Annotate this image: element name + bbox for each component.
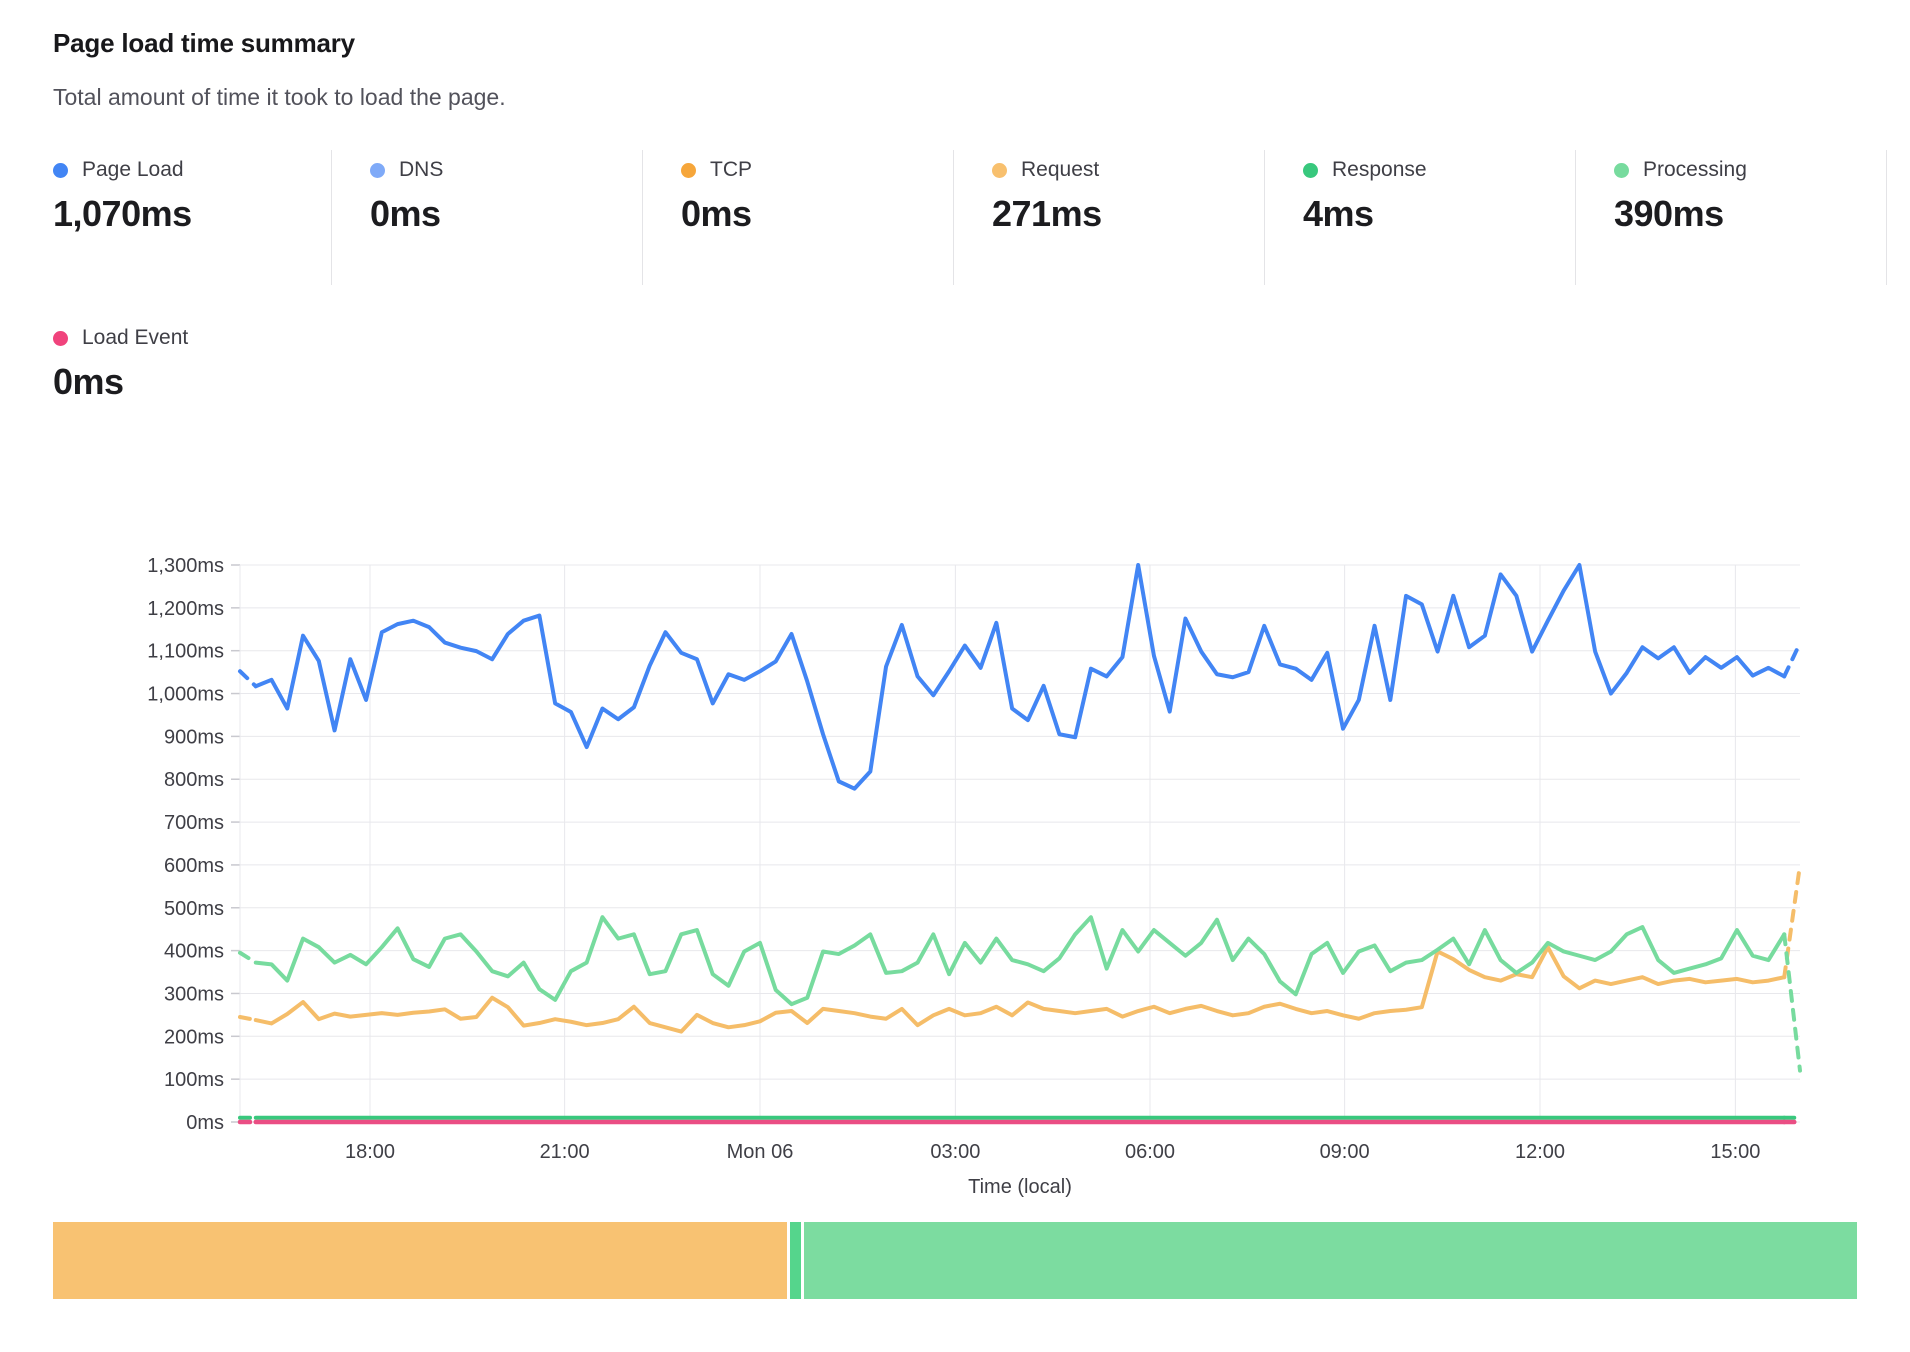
y-tick-label: 800ms (164, 769, 224, 791)
request-dot-icon (992, 162, 1007, 178)
x-axis-title: Time (local) (968, 1176, 1072, 1198)
tcp-dot-icon (681, 162, 696, 178)
series-line-page-load[interactable] (253, 563, 1787, 791)
series-line-processing-start-dash (238, 950, 258, 965)
series-line-processing[interactable] (253, 915, 1787, 1007)
y-tick-label: 200ms (164, 1026, 224, 1048)
metric-tcp[interactable]: TCP 0ms (643, 150, 954, 285)
page-title: Page load time summary (53, 28, 355, 58)
metric-label: TCP (710, 158, 752, 181)
metric-value: 0ms (681, 193, 752, 234)
series-line-processing-end-dash (1782, 932, 1802, 1073)
dns-dot-icon (370, 162, 385, 178)
metric-label: Response (1332, 158, 1427, 181)
y-tick-label: 400ms (164, 941, 224, 963)
x-tick-label: 18:00 (345, 1141, 395, 1163)
page-load-chart[interactable]: 0ms 100ms 200ms 300ms 400ms 500ms 600ms 700ms 80… (0, 440, 1910, 1222)
metric-request[interactable]: Request 271ms (954, 150, 1265, 285)
metric-page-load[interactable]: Page Load 1,070ms (53, 150, 332, 285)
y-tick-label: 1,200ms (147, 598, 224, 620)
series-line-request-start-dash (238, 1015, 258, 1023)
y-tick-label: 700ms (164, 812, 224, 834)
metric-dns[interactable]: DNS 0ms (332, 150, 643, 285)
y-tick-label: 600ms (164, 855, 224, 877)
y-tick-label: 1,000ms (147, 684, 224, 706)
page-subtitle: Total amount of time it took to load the… (53, 84, 506, 110)
status-timeline (53, 1222, 1857, 1299)
chart-svg[interactable]: 0ms 100ms 200ms 300ms 400ms 500ms 600ms 700ms 80… (0, 440, 1910, 1222)
metric-value: 1,070ms (53, 193, 192, 234)
x-tick-label: 09:00 (1320, 1141, 1370, 1163)
series-line-request[interactable] (253, 945, 1787, 1034)
x-tick-label: 21:00 (540, 1141, 590, 1163)
status-segment-degraded[interactable] (53, 1222, 788, 1299)
x-tick-label: 06:00 (1125, 1141, 1175, 1163)
series-line-page-load-end-dash (1782, 640, 1802, 679)
metric-response[interactable]: Response 4ms (1265, 150, 1576, 285)
metric-load-event[interactable]: Load Event 0ms (53, 318, 553, 403)
y-tick-label: 900ms (164, 726, 224, 748)
x-tick-label: Mon 06 (727, 1141, 794, 1163)
metric-label: Page Load (82, 158, 184, 181)
metric-value: 271ms (992, 193, 1102, 234)
y-tick-label: 100ms (164, 1069, 224, 1091)
metric-processing[interactable]: Processing 390ms (1576, 150, 1887, 285)
y-tick-label: 1,100ms (147, 641, 224, 663)
metric-value: 390ms (1614, 193, 1724, 234)
series-line-page-load-start-dash (238, 669, 258, 689)
status-segment-passing[interactable] (804, 1222, 1857, 1299)
metric-label: Request (1021, 158, 1100, 181)
load-event-dot-icon (53, 330, 68, 346)
y-tick-label: 500ms (164, 898, 224, 920)
x-tick-label: 15:00 (1710, 1141, 1760, 1163)
metric-label: DNS (399, 158, 444, 181)
page-load-dot-icon (53, 162, 68, 178)
x-tick-label: 03:00 (930, 1141, 980, 1163)
status-segment-transition[interactable] (790, 1222, 802, 1299)
y-tick-label: 1,300ms (147, 555, 224, 577)
metric-value: 4ms (1303, 193, 1374, 234)
metric-value: 0ms (53, 361, 124, 402)
y-tick-label: 300ms (164, 983, 224, 1005)
metric-label: Processing (1643, 158, 1747, 181)
x-tick-label: 12:00 (1515, 1141, 1565, 1163)
metric-label: Load Event (82, 326, 189, 349)
y-tick-label: 0ms (186, 1112, 224, 1134)
metric-value: 0ms (370, 193, 441, 234)
metrics-row: Page Load 1,070ms DNS 0ms TCP 0ms Reques… (53, 150, 1887, 285)
response-dot-icon (1303, 162, 1318, 178)
processing-dot-icon (1614, 162, 1629, 178)
